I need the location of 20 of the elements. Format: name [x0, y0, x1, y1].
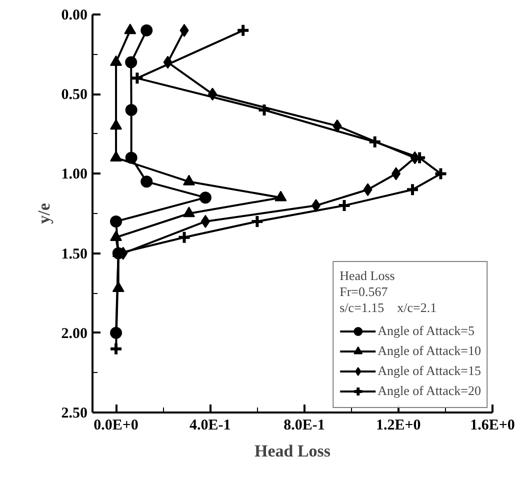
y-tick-label: 2.00 — [61, 326, 88, 342]
x-tick-label: 4.0E-1 — [190, 418, 231, 434]
y-tick-label: 1.50 — [61, 246, 88, 262]
legend-label: Angle of Attack=15 — [378, 363, 481, 379]
y-axis-title: y/e — [34, 202, 54, 224]
y-tick-label: 0.50 — [61, 87, 88, 104]
y-tick-label: 2.50 — [61, 406, 88, 422]
x-tick-label: 0.0E+0 — [94, 418, 138, 434]
legend-label: Angle of Attack=20 — [378, 383, 481, 399]
legend-title: Head Loss — [340, 268, 395, 283]
x-tick-label: 1.6E+0 — [470, 418, 515, 434]
x-tick-label: 8.0E-1 — [284, 418, 325, 434]
annotation: Fr=0.567 — [340, 284, 388, 299]
x-axis-title: Head Loss — [254, 442, 331, 460]
legend-label: Angle of Attack=10 — [378, 343, 481, 359]
legend-label: Angle of Attack=5 — [378, 323, 474, 339]
y-tick-label: 0.00 — [61, 8, 88, 24]
annotation: s/c=1.15 x/c=2.1 — [340, 300, 437, 315]
x-tick-label: 1.2E+0 — [376, 418, 421, 434]
y-tick-label: 1.00 — [61, 166, 88, 183]
